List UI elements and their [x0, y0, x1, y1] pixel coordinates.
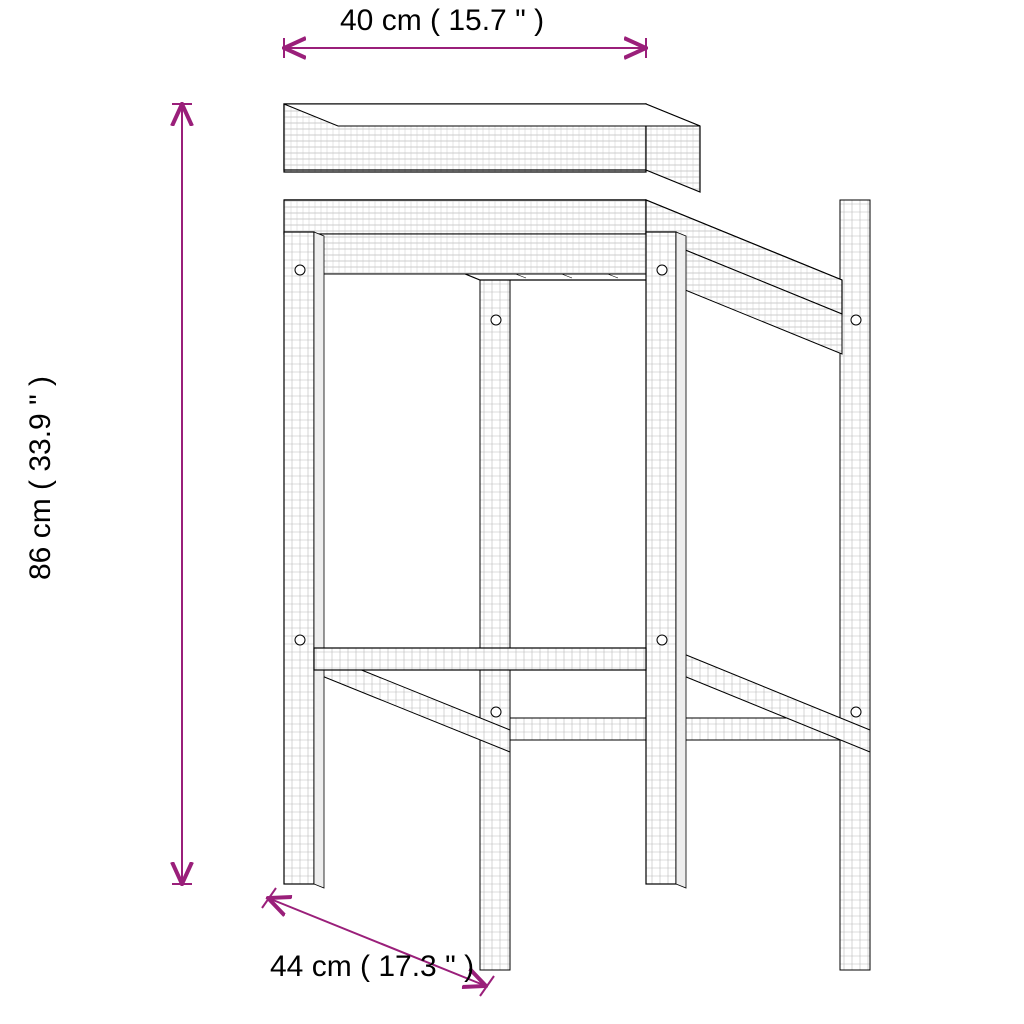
dimension-lines [172, 38, 646, 996]
width-label: 40 cm ( 15.7 " ) [340, 4, 544, 38]
stool-dimension-drawing [0, 0, 1024, 1024]
height-label: 86 cm ( 33.9 " ) [24, 376, 58, 580]
front-stretcher [314, 648, 646, 670]
depth-label: 44 cm ( 17.3 " ) [270, 950, 474, 984]
backrest-panel [284, 104, 700, 192]
